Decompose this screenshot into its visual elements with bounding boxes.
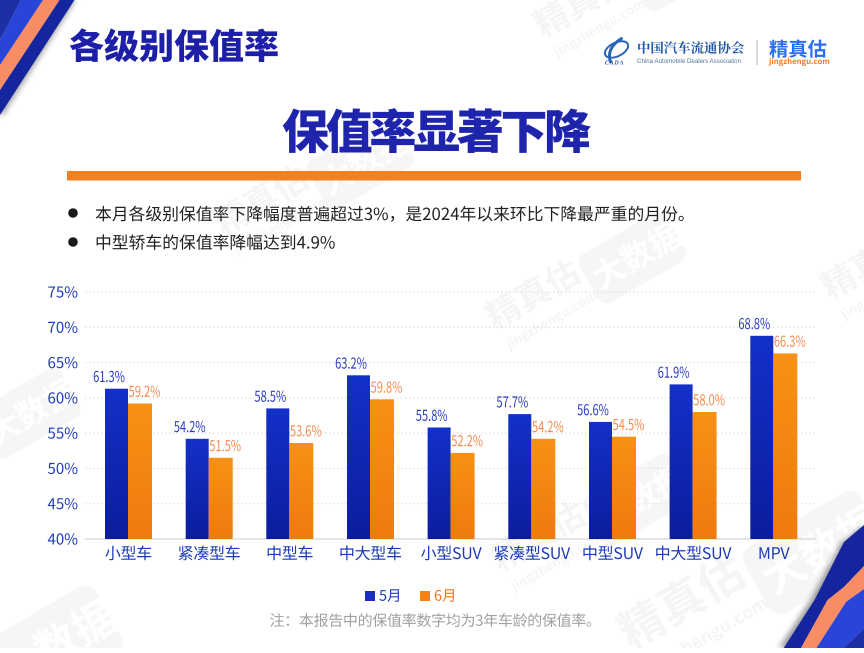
svg-text:China Automobile Dealers Assoc: China Automobile Dealers Association xyxy=(637,58,741,65)
svg-text:CADA: CADA xyxy=(605,61,624,67)
